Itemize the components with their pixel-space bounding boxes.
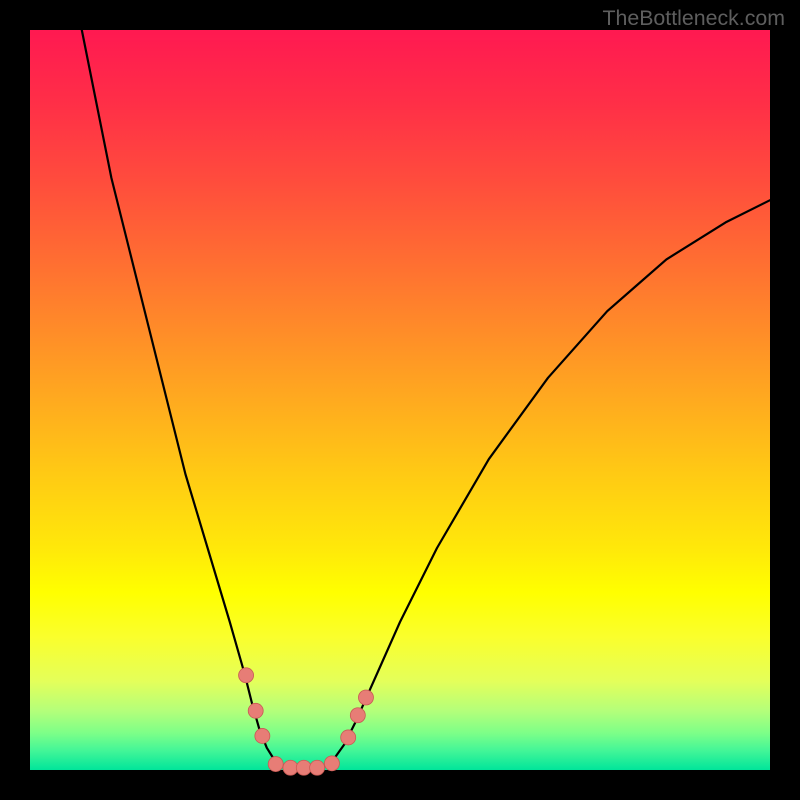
chart-background-gradient bbox=[30, 30, 770, 770]
watermark-text: TheBottleneck.com bbox=[602, 6, 785, 31]
